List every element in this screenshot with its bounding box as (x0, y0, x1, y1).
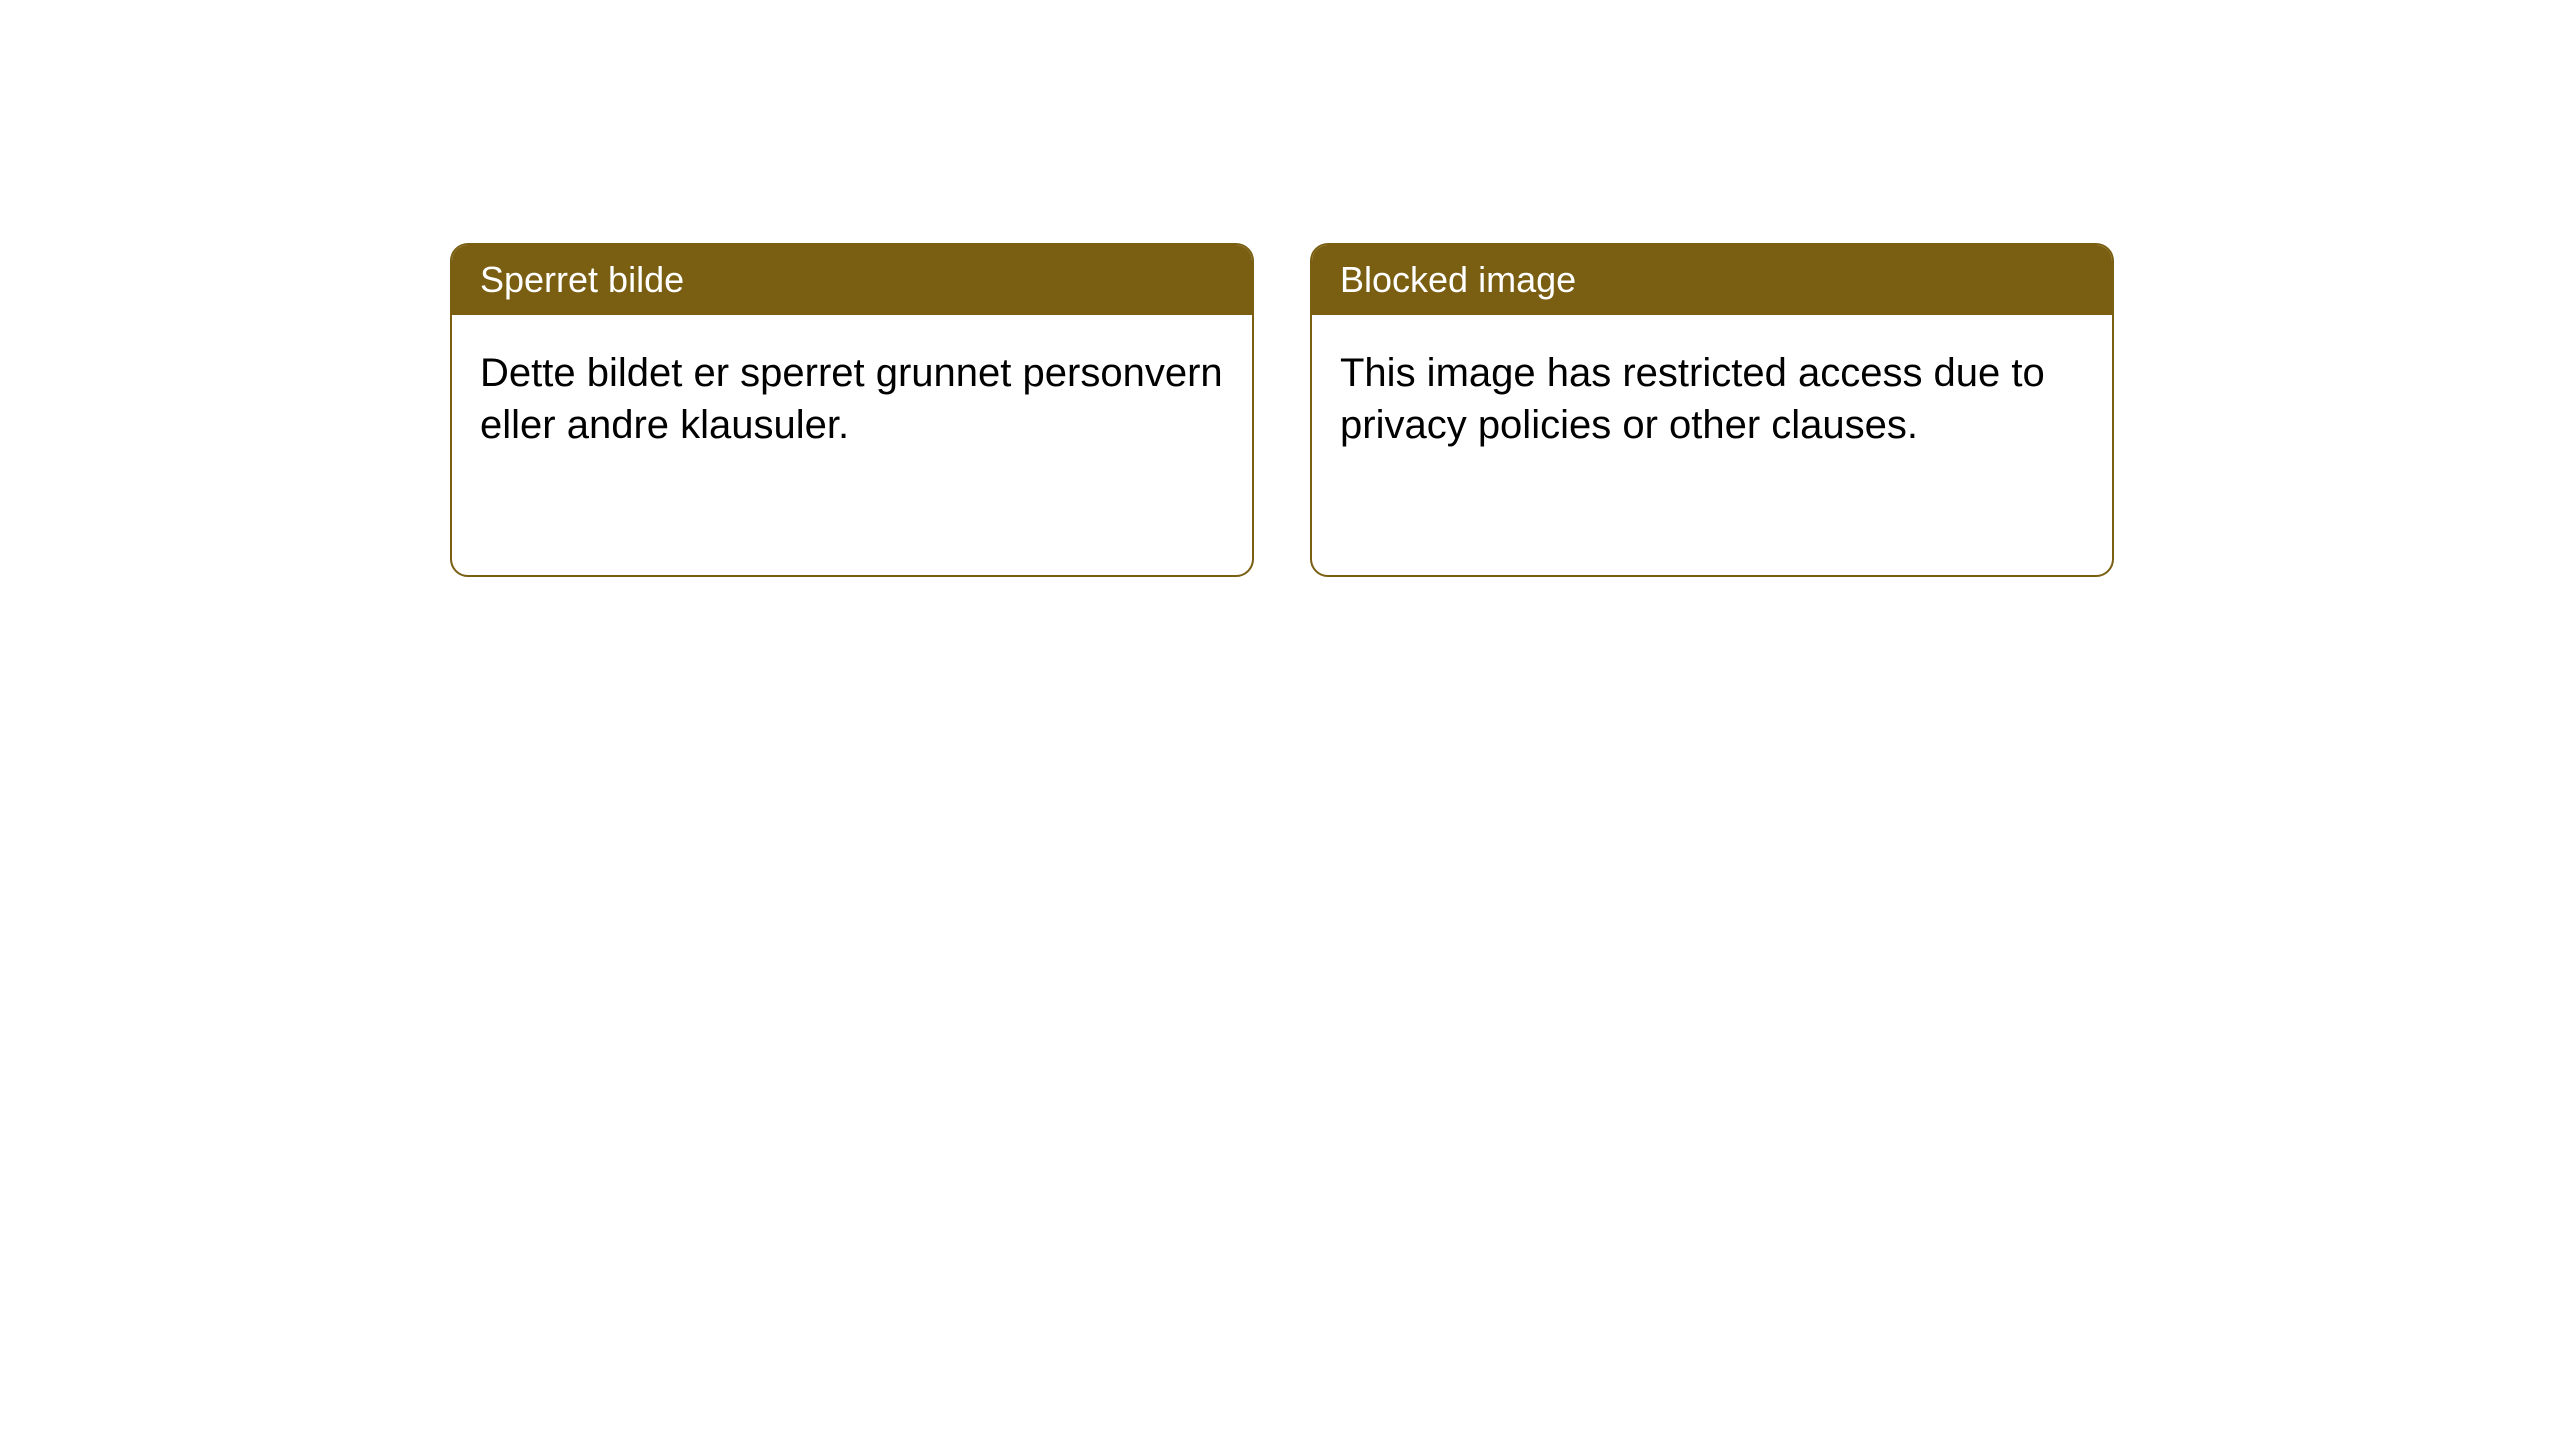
card-header: Sperret bilde (452, 245, 1252, 315)
notice-container: Sperret bilde Dette bildet er sperret gr… (450, 243, 2114, 577)
card-title: Blocked image (1340, 259, 1576, 300)
card-title: Sperret bilde (480, 259, 684, 300)
card-body: This image has restricted access due to … (1312, 315, 2112, 483)
notice-card-norwegian: Sperret bilde Dette bildet er sperret gr… (450, 243, 1254, 577)
notice-card-english: Blocked image This image has restricted … (1310, 243, 2114, 577)
card-body-text: This image has restricted access due to … (1340, 351, 2045, 447)
card-body: Dette bildet er sperret grunnet personve… (452, 315, 1252, 483)
card-body-text: Dette bildet er sperret grunnet personve… (480, 351, 1223, 447)
card-header: Blocked image (1312, 245, 2112, 315)
